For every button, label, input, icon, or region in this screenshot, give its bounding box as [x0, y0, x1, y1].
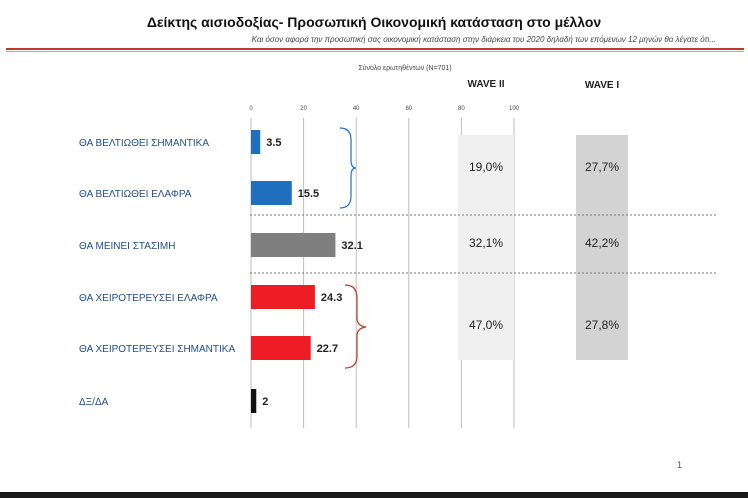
- category-label: ΔΞ/ΔΑ: [79, 397, 109, 408]
- x-tick-label: 60: [405, 106, 412, 112]
- footer-bar: [0, 492, 748, 498]
- x-tick-label: 100: [509, 106, 520, 112]
- wave-i-panel: [576, 135, 628, 360]
- value-label: 3.5: [266, 137, 281, 149]
- bars: [251, 130, 336, 413]
- question-subtitle: Και όσον αφορά την προσωπική σας οικονομ…: [251, 35, 716, 44]
- improve-brace: [339, 127, 357, 209]
- bar: [251, 336, 311, 360]
- value-label: 22.7: [317, 343, 338, 355]
- wave-header: WAVE II: [467, 79, 504, 90]
- value-label: 2: [262, 396, 268, 408]
- x-axis-ticks: 0 20 40 60 80 100: [249, 106, 519, 112]
- category-label: ΘΑ ΒΕΛΤΙΩΘΕΙ ΣΗΜΑΝΤΙΚΑ: [79, 138, 209, 149]
- category-label: ΘΑ ΒΕΛΤΙΩΘΕΙ ΕΛΑΦΡΑ: [79, 189, 192, 200]
- wave-values: WAVE II 19,0% 32,1% 47,0% WAVE I 27,7% 42,2% 27…: [467, 79, 619, 332]
- bar: [251, 285, 315, 309]
- wave-value: 42,2%: [585, 236, 619, 250]
- bar: [251, 389, 257, 413]
- wave-value: 32,1%: [469, 236, 503, 250]
- category-label: ΘΑ ΧΕΙΡΟΤΕΡΕΥΣΕΙ ΣΗΜΑΝΤΙΚΑ: [79, 344, 235, 355]
- wave-header: WAVE I: [585, 80, 619, 91]
- wave-value: 19,0%: [469, 160, 503, 174]
- category-label: ΘΑ ΧΕΙΡΟΤΕΡΕΥΣΕΙ ΕΛΑΦΡΑ: [79, 293, 218, 304]
- value-labels: 3.5 15.5 32.1 24.3 22.7 2: [262, 137, 363, 408]
- bar: [251, 233, 336, 257]
- page-title: Δείκτης αισιοδοξίας- Προσωπική Οικονομικ…: [146, 14, 602, 30]
- wave-value: 27,8%: [585, 318, 619, 332]
- page-number: 1: [677, 460, 683, 470]
- wave-value: 27,7%: [585, 160, 619, 174]
- x-tick-label: 0: [249, 106, 253, 112]
- x-tick-label: 20: [300, 106, 307, 112]
- header-divider-thin: [6, 51, 744, 52]
- wave-panels: [458, 135, 628, 360]
- wave-ii-panel: [458, 135, 514, 360]
- header-divider: [6, 48, 744, 50]
- group-braces: [339, 127, 367, 369]
- value-label: 24.3: [321, 292, 342, 304]
- category-labels: ΘΑ ΒΕΛΤΙΩΘΕΙ ΣΗΜΑΝΤΙΚΑ ΘΑ ΒΕΛΤΙΩΘΕΙ ΕΛΑΦΡ…: [79, 138, 235, 408]
- group-separators: [250, 214, 716, 274]
- sample-size-label: Σύνολο ερωτηθέντων (Ν=701): [358, 64, 451, 72]
- bar: [251, 130, 261, 154]
- value-label: 15.5: [298, 188, 319, 200]
- worsen-brace: [344, 284, 367, 369]
- bar: [251, 181, 292, 205]
- x-tick-label: 80: [458, 106, 465, 112]
- value-label: 32.1: [341, 240, 362, 252]
- category-label: ΘΑ ΜΕΙΝΕΙ ΣΤΑΣΙΜΗ: [79, 241, 175, 252]
- wave-value: 47,0%: [469, 318, 503, 332]
- x-tick-label: 40: [353, 106, 360, 112]
